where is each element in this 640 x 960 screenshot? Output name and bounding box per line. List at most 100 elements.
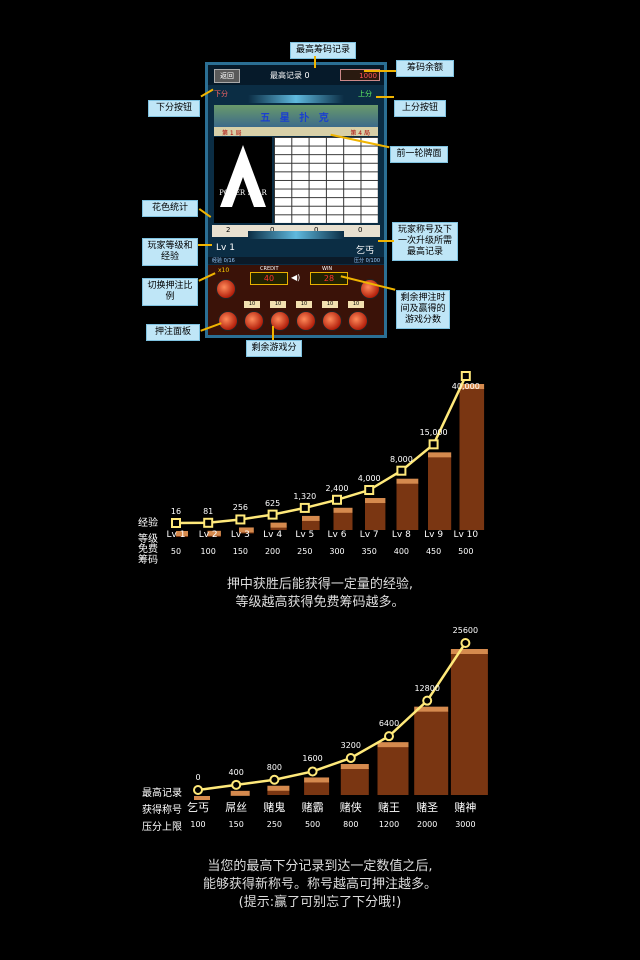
chart1-value-label: 2,400 bbox=[325, 483, 349, 493]
chart2-row-label-limit: 压分上限 bbox=[142, 822, 182, 833]
chart1-level-label: Lv 6 bbox=[327, 530, 347, 540]
chart2-caption-2: 能够获得新称号。称号越高可押注越多。 bbox=[202, 877, 437, 892]
chart2-value-label: 6400 bbox=[378, 719, 400, 729]
callout-title-info: 玩家称号及下一次升级所需最高记录 bbox=[392, 222, 458, 261]
chart2-title-label: 赌霸 bbox=[301, 801, 324, 814]
back-button[interactable]: 返回 bbox=[214, 69, 240, 83]
chart2-value-label: 800 bbox=[266, 762, 283, 772]
suit-count-spade: 2 bbox=[226, 226, 231, 234]
chart1-bar-top bbox=[239, 527, 254, 533]
down-score-button[interactable]: 下分 bbox=[214, 90, 228, 98]
bet-chip-joker[interactable] bbox=[322, 311, 342, 331]
win-meter: 28 bbox=[310, 272, 348, 285]
chart1-bar-top bbox=[270, 522, 287, 528]
chart1-bar-top bbox=[396, 478, 419, 484]
bet-chip-diamond[interactable] bbox=[296, 311, 316, 331]
bet-chip-spade[interactable] bbox=[218, 311, 238, 331]
chart2-title-label: 赌王 bbox=[378, 801, 400, 814]
chart1-chip-label: 500 bbox=[458, 547, 474, 556]
game-screenshot: 返回 最高记录 0 1000 下分 上分 五 星 扑 克 第 1 局 第 4 局… bbox=[205, 62, 387, 338]
bet-text: 压分 0/100 bbox=[354, 258, 380, 264]
suit-count-club: 0 bbox=[314, 226, 319, 234]
suit-count-diamond: 0 bbox=[358, 226, 363, 234]
chart1-level-label: Lv 3 bbox=[230, 530, 250, 540]
chart1-row-label-level: 等级 bbox=[138, 534, 158, 545]
chart1-chip-label: 250 bbox=[297, 547, 313, 556]
chart1-chip-label: 400 bbox=[393, 547, 410, 556]
callout-player-level: 玩家等级和经验 bbox=[142, 238, 198, 266]
player-level: Lv 1 bbox=[216, 243, 235, 253]
callout-bet-panel: 押注面板 bbox=[146, 324, 200, 341]
poker-star-logo: POKER STAR bbox=[214, 137, 272, 223]
chart1-bar-top bbox=[207, 530, 221, 536]
chart1-level-label: Lv 1 bbox=[166, 530, 186, 540]
high-score-record: 最高记录 0 bbox=[270, 71, 310, 80]
chart1-chip-label: 150 bbox=[232, 547, 249, 556]
chart1-bar-top bbox=[365, 498, 386, 504]
chart1-bar bbox=[365, 502, 386, 530]
suit-count-heart: 0 bbox=[270, 226, 275, 234]
logo-text: POKER STAR bbox=[219, 189, 267, 197]
chart2-title-label: 赌侠 bbox=[339, 801, 362, 814]
chart2-value-label: 25600 bbox=[452, 626, 479, 635]
chart1-point bbox=[396, 465, 407, 476]
chart1-level-label: Lv 7 bbox=[359, 530, 379, 540]
chart1-bar-top bbox=[176, 531, 188, 536]
poker-star-logo-icon bbox=[220, 145, 266, 208]
chart2-limit-label: 100 bbox=[190, 820, 206, 829]
bet-chip-extra[interactable] bbox=[348, 311, 368, 331]
chip-label: 10 bbox=[270, 301, 286, 308]
leader-line bbox=[198, 244, 212, 246]
chart1-bar-top bbox=[302, 515, 320, 521]
speaker-icon[interactable]: ◀) bbox=[291, 273, 301, 282]
chart2-title-label: 屌丝 bbox=[225, 801, 248, 814]
exp-text: 经验 0/16 bbox=[212, 258, 235, 264]
chart1-level-label: Lv 2 bbox=[198, 530, 218, 540]
chart1-bar bbox=[207, 534, 221, 537]
chart1-chip-label: 450 bbox=[425, 547, 442, 556]
chart2-bar-top bbox=[230, 790, 250, 796]
chart1-level-label: Lv 5 bbox=[295, 530, 315, 540]
chart2-point bbox=[231, 779, 242, 790]
chart2-limit-label: 1200 bbox=[378, 820, 400, 829]
chart1-level-label: Lv 8 bbox=[391, 530, 411, 540]
previous-hand-table bbox=[274, 137, 378, 223]
chart1-chip-label: 100 bbox=[200, 547, 216, 556]
game-banner: 五 星 扑 克 bbox=[214, 105, 378, 127]
win-label: WIN bbox=[322, 266, 333, 272]
chart1-chip-label: 300 bbox=[329, 547, 345, 556]
chart1-row-label-chips: 免费筹码 bbox=[138, 544, 158, 566]
chart1-chip-label: 350 bbox=[361, 547, 377, 556]
callout-bet-ratio: 切换押注比例 bbox=[142, 278, 198, 306]
chart2-title-label: 乞丐 bbox=[187, 801, 209, 814]
bet-panel: x10 CREDIT 40 ◀) WIN 28 10 10 10 10 10 bbox=[208, 265, 384, 335]
credit-balance: 1000 bbox=[340, 69, 380, 81]
chip-label: 10 bbox=[348, 301, 364, 308]
leader-line bbox=[376, 96, 394, 98]
chart1-value-label: 40,000 bbox=[451, 382, 480, 391]
chart2-bar bbox=[450, 653, 488, 795]
chart1-row-label-exp: 经验 bbox=[138, 518, 158, 529]
chart2-line bbox=[197, 642, 467, 792]
round-left: 第 1 局 bbox=[222, 130, 242, 137]
callout-suit-stats: 花色统计 bbox=[142, 200, 198, 217]
callout-remain-time: 剩余押注时间及赢得的游戏分数 bbox=[396, 290, 450, 329]
chart2-point bbox=[384, 731, 394, 742]
chart1-value-label: 1,320 bbox=[293, 491, 317, 501]
up-score-button[interactable]: 上分 bbox=[358, 90, 372, 98]
credit-meter: 40 bbox=[250, 272, 288, 285]
bet-chip-club[interactable] bbox=[270, 311, 290, 331]
bet-chip-heart[interactable] bbox=[244, 311, 264, 331]
bet-ratio-label[interactable]: x10 bbox=[218, 267, 230, 274]
chart1-chip-label: 50 bbox=[170, 547, 182, 556]
chart1-bar bbox=[428, 456, 452, 530]
chart1-caption-2: 等级越高获得免费筹码越多。 bbox=[235, 595, 405, 610]
chart1-point bbox=[267, 509, 278, 520]
chart1-bar-top bbox=[428, 452, 452, 458]
chart1-bar-top bbox=[459, 384, 485, 389]
callout-balance: 筹码余额 bbox=[396, 60, 454, 77]
bet-ratio-button[interactable] bbox=[216, 279, 236, 299]
chart1-level-label: Lv 9 bbox=[424, 530, 444, 540]
chart2-value-label: 0 bbox=[195, 773, 201, 782]
chart2-bar bbox=[377, 746, 409, 795]
